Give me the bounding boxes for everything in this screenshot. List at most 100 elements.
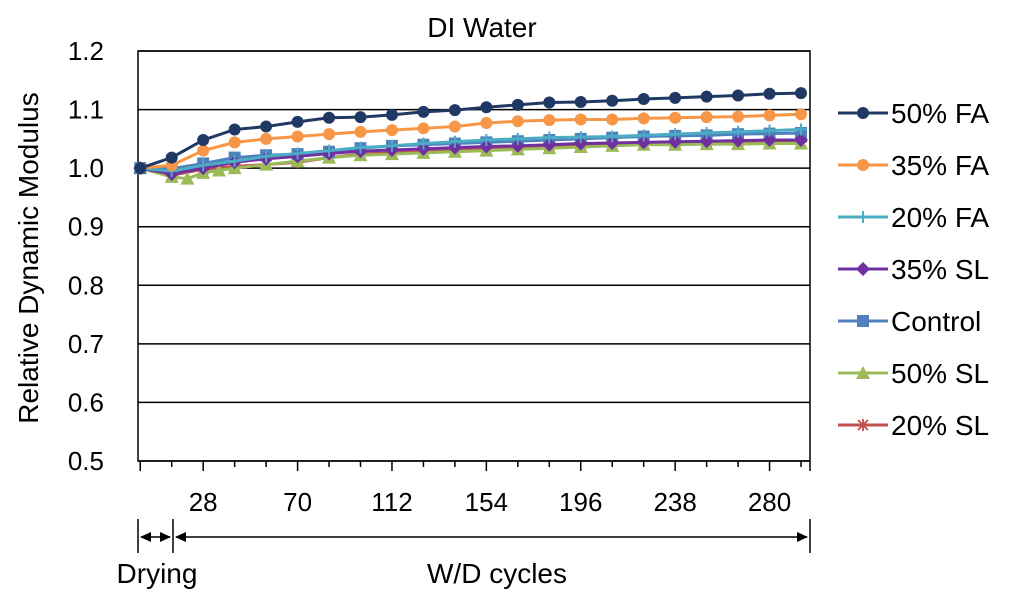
data-point	[448, 120, 461, 133]
data-point	[417, 105, 430, 118]
legend-item: 35% SL	[838, 254, 989, 285]
data-point	[794, 133, 809, 148]
data-point	[699, 134, 714, 149]
chart-title: DI Water	[427, 12, 536, 43]
data-point	[260, 120, 273, 133]
series-35-fa	[134, 108, 808, 175]
legend: 50% FA 35% FA 20% FA 35% SL Control 50% SL 20%…	[838, 98, 989, 441]
data-point	[323, 144, 336, 157]
x-tick-label: 238	[653, 487, 696, 517]
series-line	[140, 127, 802, 173]
drying-label: Drying	[117, 558, 198, 589]
data-point	[795, 108, 808, 121]
data-point	[543, 96, 556, 109]
legend-item: 20% SL	[838, 410, 989, 441]
x-axis: 28 70 112 154 196 238 280	[139, 461, 811, 517]
series-20-fa	[134, 123, 808, 178]
legend-label: 20% SL	[891, 410, 989, 441]
series-group	[133, 87, 809, 185]
data-point	[795, 123, 808, 136]
data-point	[732, 110, 745, 123]
data-point	[291, 115, 304, 128]
data-point	[606, 94, 619, 107]
legend-swatch-marker	[857, 211, 869, 223]
data-point	[417, 137, 430, 150]
data-point	[636, 135, 651, 150]
data-point	[543, 114, 556, 127]
data-point	[479, 139, 494, 154]
data-point	[762, 133, 777, 148]
data-point	[197, 159, 210, 172]
data-point	[354, 125, 367, 138]
gridlines	[138, 50, 810, 462]
legend-swatch-marker	[857, 107, 869, 119]
data-point	[763, 124, 776, 137]
data-point	[606, 113, 619, 126]
data-point	[354, 141, 367, 154]
legend-swatch-marker	[856, 366, 870, 379]
legend-item: Control	[838, 306, 981, 337]
data-point	[197, 134, 210, 147]
legend-swatch-marker	[857, 159, 869, 171]
legend-swatch-marker	[857, 315, 869, 327]
legend-item: 35% FA	[838, 150, 989, 181]
data-point	[480, 117, 493, 130]
legend-label: 50% FA	[891, 98, 989, 129]
data-point	[637, 93, 650, 106]
x-tick-label: 112	[371, 487, 412, 517]
data-point	[700, 127, 713, 139]
phase-annotations: Drying W/D cycles	[117, 519, 811, 589]
y-tick-labels: 0.5 0.6 0.7 0.8 0.9 1.0 1.1 1.2	[68, 36, 104, 476]
series-line	[139, 138, 802, 176]
data-point	[291, 130, 304, 143]
legend-label: 35% FA	[891, 150, 989, 181]
legend-label: Control	[891, 306, 981, 337]
data-point	[180, 171, 195, 185]
y-tick-label: 0.8	[68, 270, 104, 300]
legend-label: 20% FA	[891, 202, 989, 233]
y-tick-label: 1.1	[68, 95, 104, 125]
data-point	[574, 95, 587, 108]
data-point	[510, 138, 525, 153]
y-axis-label: Relative Dynamic Modulus	[13, 92, 44, 423]
data-point	[480, 101, 493, 114]
data-point	[763, 109, 776, 122]
data-point	[228, 136, 241, 149]
data-point	[732, 125, 745, 138]
data-point	[291, 147, 304, 160]
data-point	[574, 131, 587, 144]
data-point	[700, 90, 713, 103]
data-point	[637, 112, 650, 125]
data-point	[134, 162, 147, 175]
x-axis-label: W/D cycles	[427, 558, 567, 589]
data-point	[573, 136, 588, 151]
data-point	[260, 132, 273, 145]
data-point	[211, 163, 226, 177]
data-point	[323, 128, 336, 141]
data-point	[700, 111, 713, 124]
series-line	[140, 131, 802, 171]
y-tick-label: 1.2	[68, 36, 104, 66]
y-tick-label: 0.6	[68, 387, 104, 417]
data-point	[511, 98, 524, 111]
data-point	[605, 135, 620, 150]
data-point	[731, 133, 746, 148]
series-50-fa	[134, 87, 808, 175]
y-tick-label: 0.9	[68, 212, 104, 242]
data-point	[574, 113, 587, 126]
data-point	[542, 137, 557, 152]
data-point	[543, 131, 556, 144]
data-point	[385, 139, 398, 152]
data-point	[260, 150, 273, 163]
data-point	[669, 91, 682, 104]
data-point	[668, 134, 683, 149]
data-point	[669, 128, 682, 141]
data-point	[354, 111, 367, 124]
x-tick-label: 154	[465, 487, 508, 517]
data-point	[732, 89, 745, 102]
legend-swatch-marker	[856, 262, 870, 276]
data-point	[448, 135, 461, 148]
legend-label: 50% SL	[891, 358, 989, 389]
